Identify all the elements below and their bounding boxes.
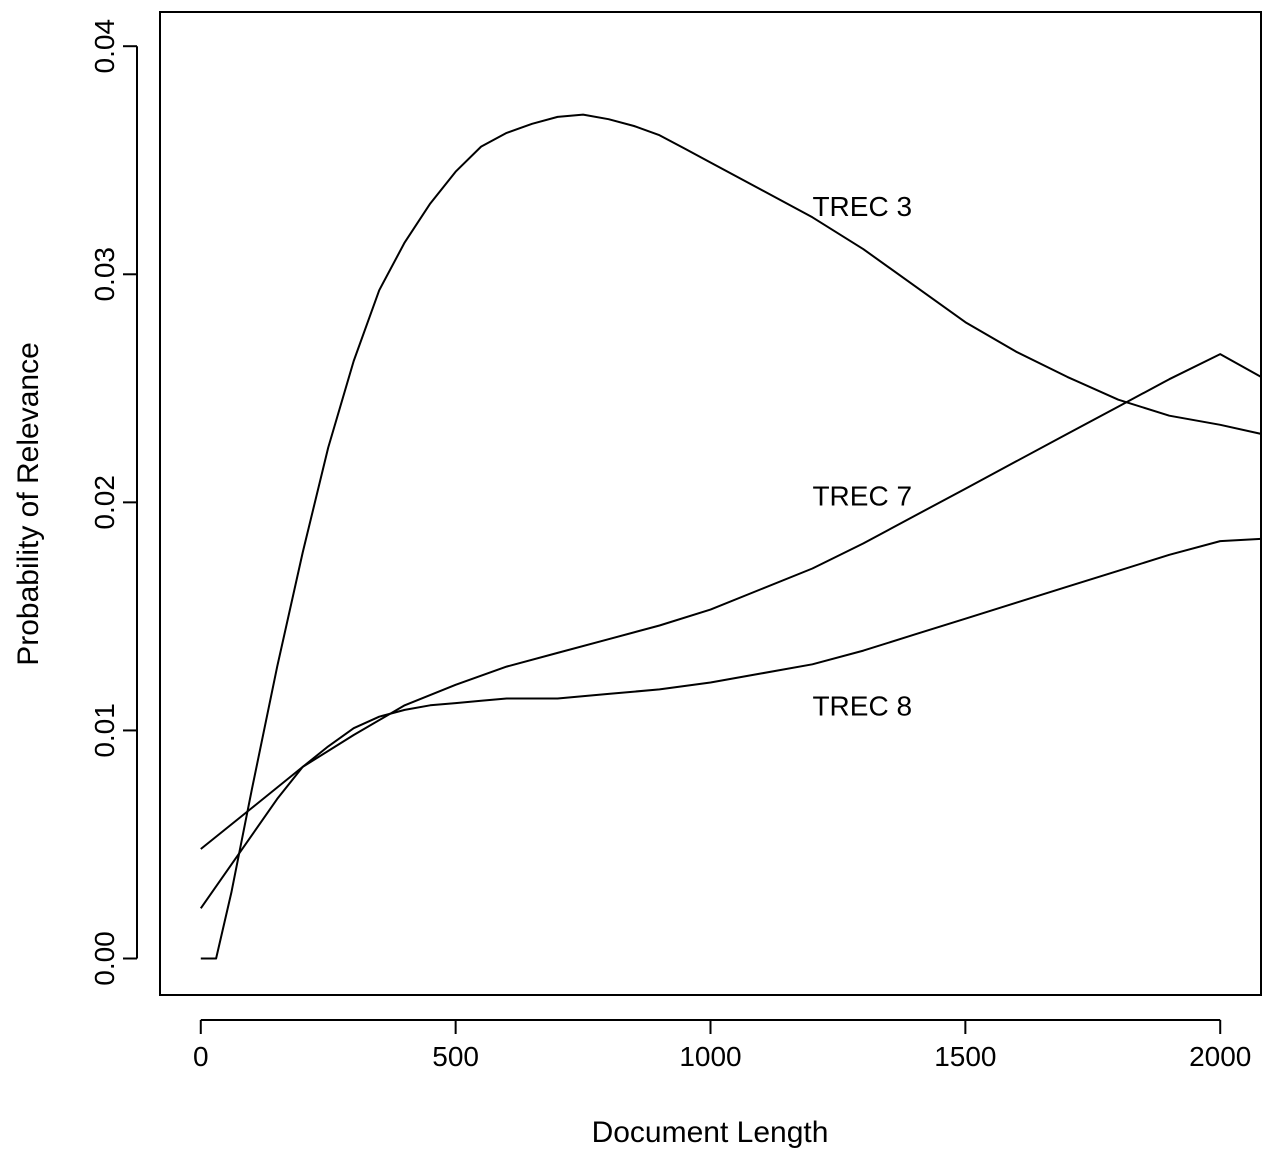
y-tick-label: 0.00	[89, 931, 120, 986]
series-line-1	[200, 113, 1262, 960]
series-lines	[199, 113, 1262, 960]
x-axis-title: Document Length	[592, 1116, 829, 1149]
x-tick-label: 0	[193, 1041, 209, 1072]
x-tick-label: 1000	[679, 1041, 741, 1072]
series-label-2: TREC 7	[812, 481, 912, 512]
series-line-3	[199, 537, 1262, 909]
series-label-3: TREC 8	[812, 690, 912, 721]
plot-frame	[159, 11, 1262, 996]
y-tick-label: 0.01	[89, 703, 120, 758]
y-axis-title: Probability of Relevance	[12, 342, 45, 666]
x-tick-label: 1500	[934, 1041, 996, 1072]
series-line-2	[200, 353, 1262, 850]
series-labels: TREC 3 TREC 7 TREC 8	[812, 191, 912, 721]
x-axis: 0 500 1000 1500 2000	[193, 1019, 1251, 1072]
y-tick-label: 0.04	[89, 19, 120, 74]
y-tick-label: 0.02	[89, 475, 120, 530]
series-label-1: TREC 3	[812, 191, 912, 222]
x-tick-label: 2000	[1189, 1041, 1251, 1072]
y-axis: 0.00 0.01 0.02 0.03 0.04	[89, 19, 138, 986]
x-tick-label: 500	[432, 1041, 479, 1072]
y-tick-label: 0.03	[89, 247, 120, 302]
